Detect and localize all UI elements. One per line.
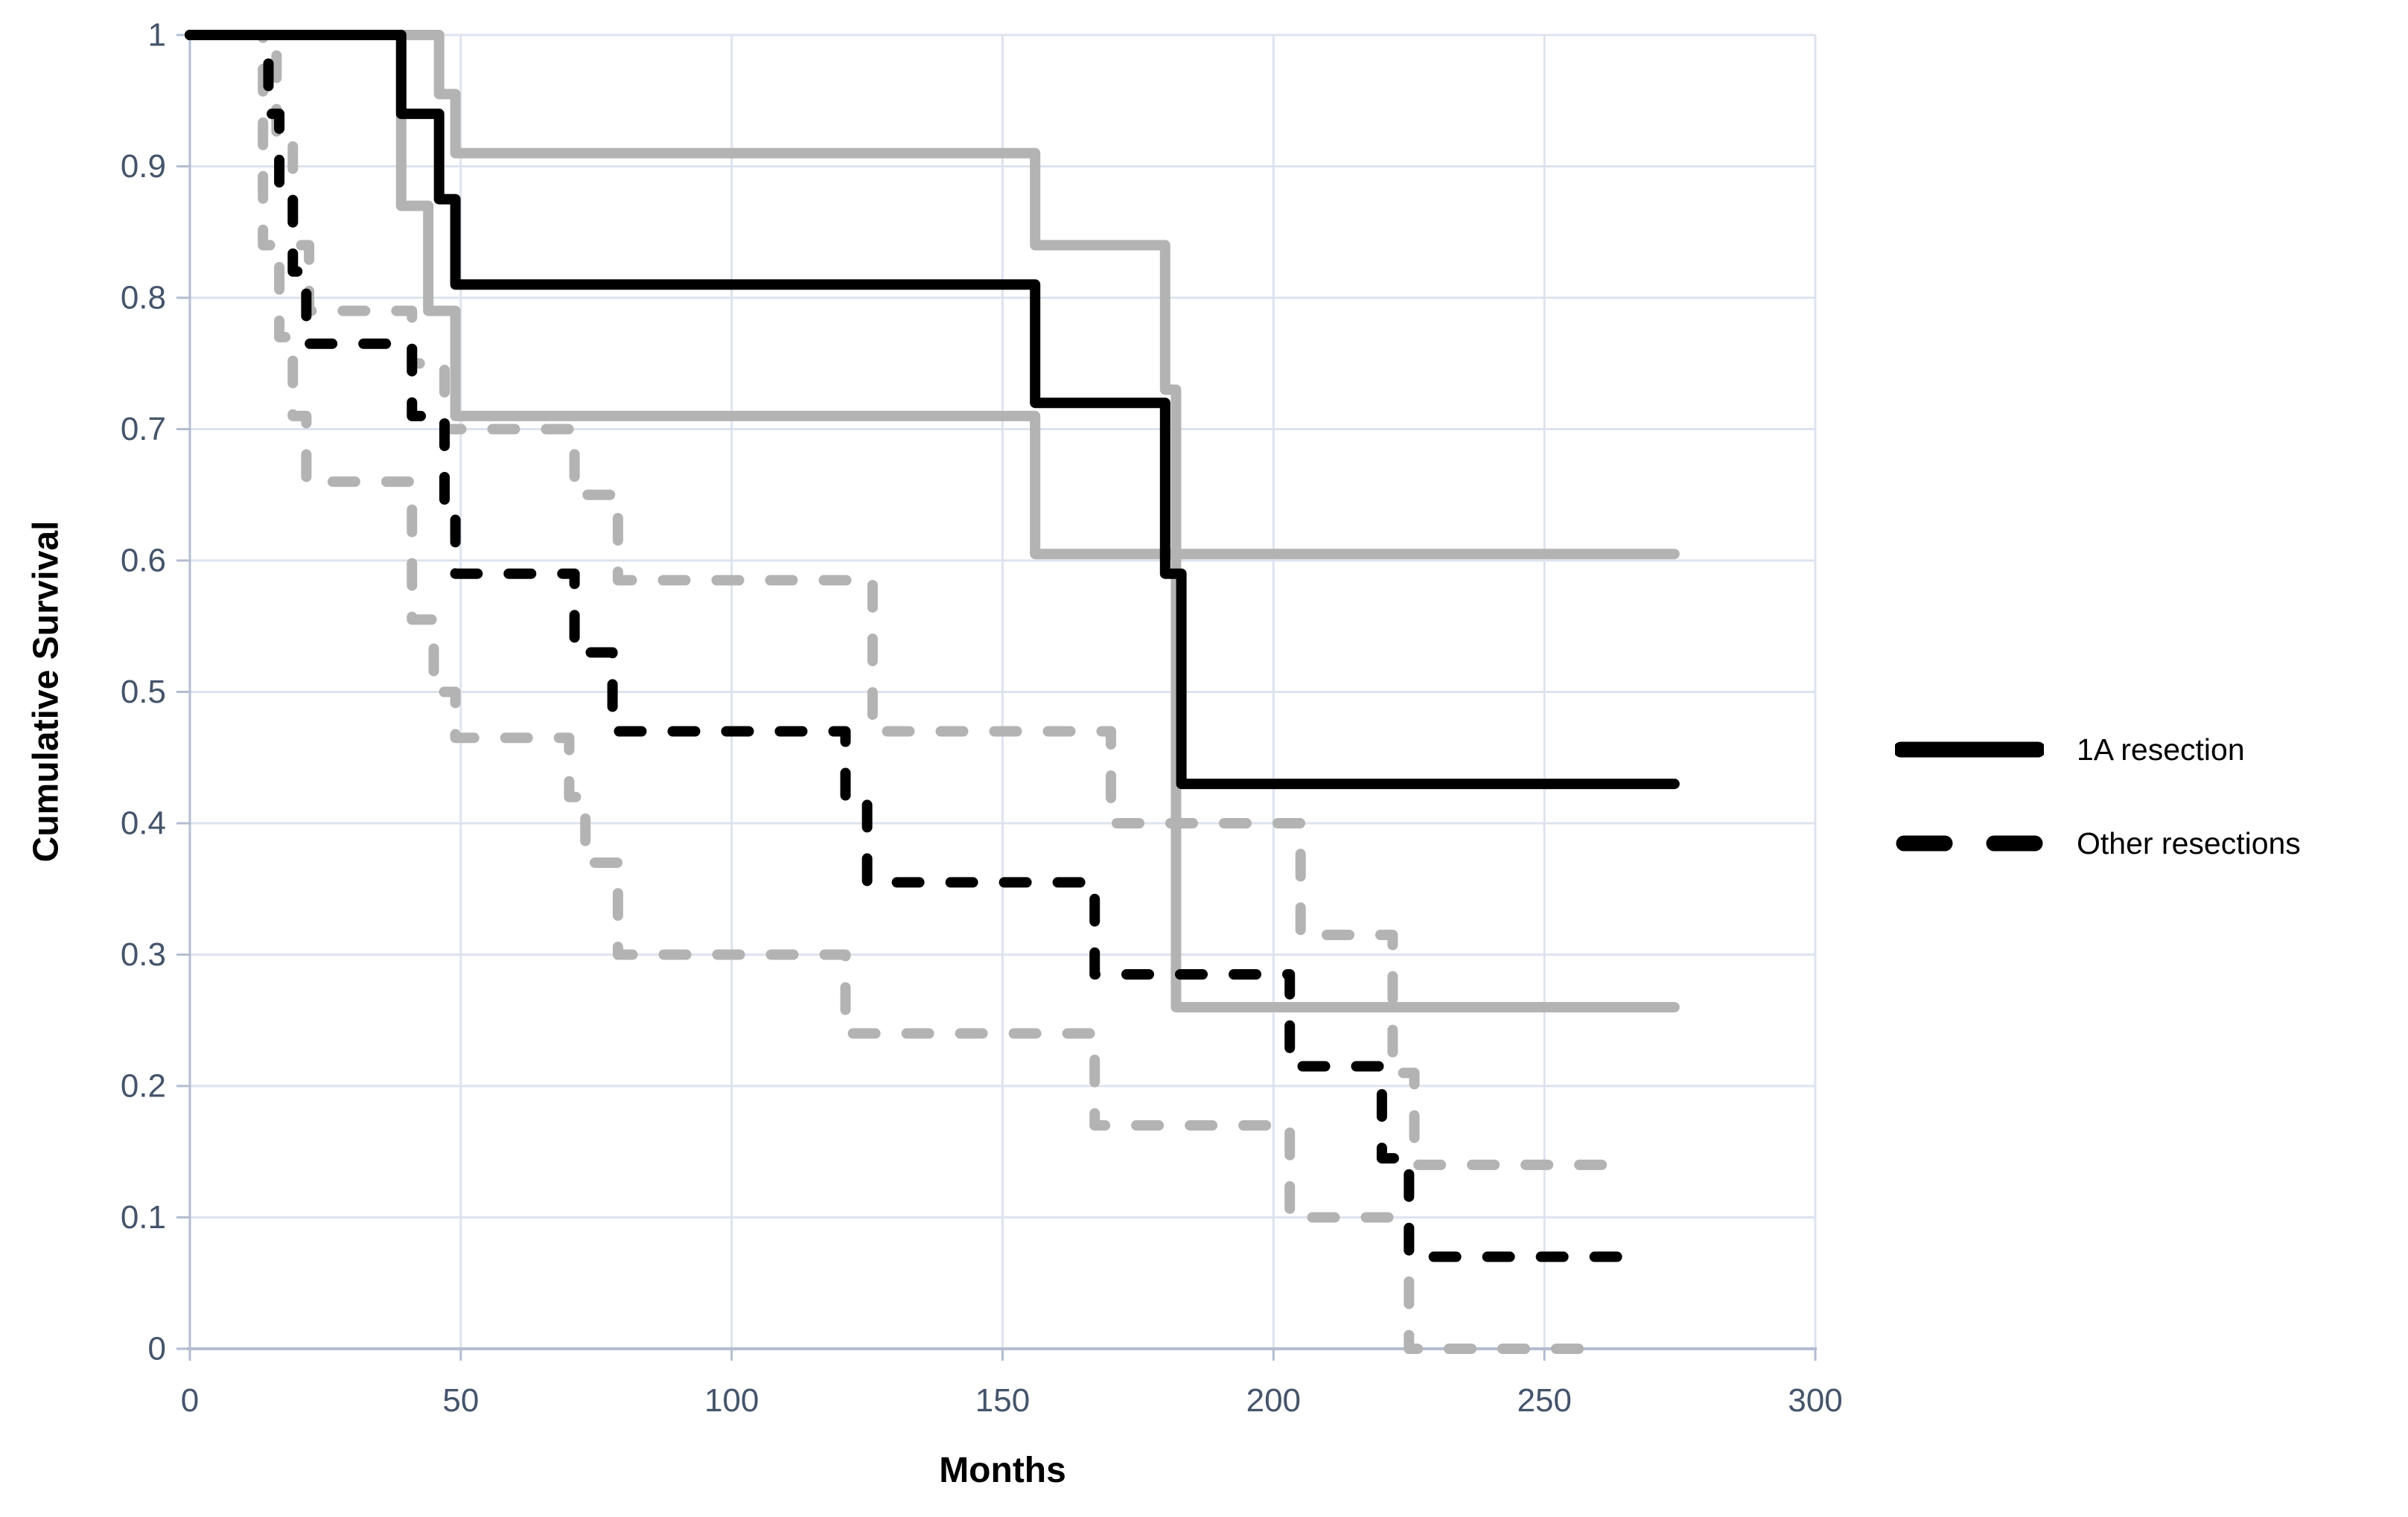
x-tick-label: 50	[442, 1382, 479, 1419]
y-tick-label: 0.9	[121, 148, 166, 185]
y-tick-label: 0.3	[121, 936, 166, 973]
y-tick-label: 0.6	[121, 543, 166, 579]
x-tick-label: 200	[1246, 1382, 1301, 1419]
y-tick-label: 0.8	[121, 280, 166, 316]
x-axis-title: Months	[939, 1451, 1066, 1490]
legend-label-1a-resection: 1A resection	[2077, 732, 2245, 767]
x-tick-label: 100	[704, 1382, 759, 1419]
y-tick-label: 0.4	[121, 805, 166, 842]
legend-label-other-resections: Other resections	[2077, 825, 2301, 860]
legend-swatch-dashed-line	[1896, 835, 2044, 852]
legend: 1A resection Other resections	[1895, 724, 2301, 869]
y-tick-label: 0.2	[121, 1068, 166, 1105]
ci-bound-1a-resection-lower-95-ci	[185, 30, 1680, 1013]
x-tick-label: 150	[975, 1382, 1030, 1419]
x-tick-label: 300	[1788, 1382, 1842, 1419]
legend-item-other-resections: Other resections	[1895, 817, 2301, 869]
y-tick-label: 0.7	[121, 411, 166, 447]
y-tick-label: 0	[148, 1331, 166, 1367]
y-tick-label: 0.1	[121, 1199, 166, 1236]
ci-bound-other-resections-lower-95-ci	[185, 30, 1615, 1354]
y-tick-label: 0.5	[121, 674, 166, 710]
ci-bound-other-resections-upper-95-ci	[185, 30, 1615, 1170]
x-tick-label: 250	[1517, 1382, 1571, 1419]
x-tick-label: 0	[181, 1382, 199, 1419]
y-tick-label: 1	[148, 17, 166, 54]
km-curve-1a-resection	[185, 30, 1680, 790]
km-curve-other-resections	[185, 30, 1631, 1262]
legend-swatch-solid-line	[1895, 741, 2044, 758]
ci-bound-1a-resection-upper-95-ci	[185, 30, 1680, 560]
y-axis-title: Cumulative Survival	[26, 520, 66, 863]
legend-item-1a-resection: 1A resection	[1895, 724, 2301, 776]
